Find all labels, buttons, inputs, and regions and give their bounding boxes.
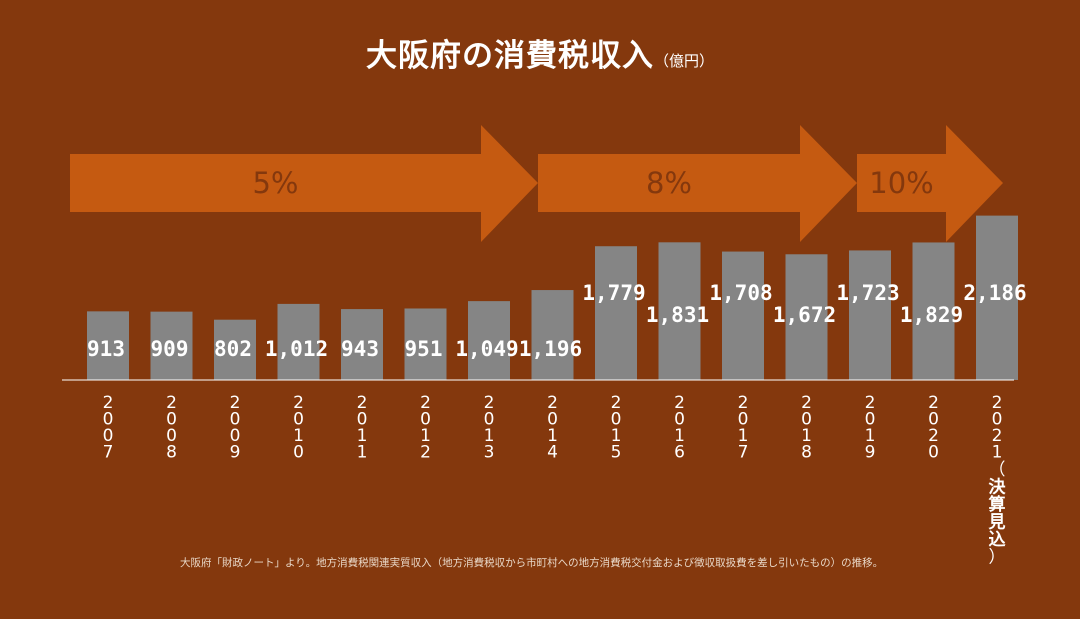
bar bbox=[214, 319, 256, 380]
value-label: 951 bbox=[405, 337, 443, 361]
value-label: 1,829 bbox=[900, 303, 963, 327]
value-label: 1,049 bbox=[455, 337, 518, 361]
x-axis-labels: 2 0 0 7 2 0 0 8 2 0 0 9 2 0 1 0 2 0 1 1 2 0 1 2 2 0 1 3 2 0 1 4 2 0 1 5 2 0 1 6… bbox=[103, 393, 1007, 568]
value-label: 909 bbox=[151, 337, 189, 361]
value-label: 943 bbox=[341, 337, 379, 361]
value-label: 2,186 bbox=[963, 281, 1026, 305]
bar bbox=[341, 309, 383, 380]
chart-unit-text: （億円） bbox=[653, 52, 714, 70]
value-label: 1,708 bbox=[709, 281, 772, 305]
value-label: 1,779 bbox=[582, 281, 645, 305]
bar bbox=[404, 308, 447, 380]
source-note: 大阪府「財政ノート」より。地方消費税関連実質収入（地方消費税収から市町村への地方… bbox=[180, 557, 884, 569]
value-label: 913 bbox=[87, 337, 125, 361]
bar bbox=[785, 254, 828, 380]
value-label: 1,831 bbox=[646, 303, 709, 327]
chart-title-text: 大阪府の消費税収入 bbox=[365, 38, 654, 74]
bar bbox=[849, 250, 891, 380]
bars bbox=[87, 215, 1018, 380]
chart-title: 大阪府の消費税収入（億円） bbox=[0, 30, 1080, 75]
bar bbox=[468, 301, 510, 380]
value-labels: 913 909 802 1,012 943 951 1,049 1,196 1,7791,831… bbox=[87, 281, 1027, 361]
tax-rate-arrow bbox=[70, 125, 538, 242]
bar bbox=[277, 303, 320, 380]
bar bbox=[722, 251, 764, 380]
value-label: 1,723 bbox=[836, 281, 899, 305]
tax-rate-label: 8% bbox=[646, 166, 692, 200]
x-tick-note: （決算見込） bbox=[988, 460, 1007, 568]
tax-rate-arrows: 5% 8% 10% bbox=[70, 125, 1003, 242]
bar bbox=[87, 311, 129, 380]
tax-rate-label: 10% bbox=[869, 166, 933, 200]
value-label: 1,672 bbox=[773, 303, 836, 327]
value-label: 1,196 bbox=[519, 337, 582, 361]
value-label: 802 bbox=[214, 337, 252, 361]
bar bbox=[976, 215, 1018, 380]
bar bbox=[531, 290, 574, 380]
tax-rate-arrow bbox=[538, 125, 857, 242]
tax-rate-arrow bbox=[857, 125, 1003, 242]
bar bbox=[595, 246, 637, 380]
bar bbox=[912, 242, 955, 380]
bar bbox=[150, 311, 193, 380]
value-label: 1,012 bbox=[265, 337, 328, 361]
bar bbox=[658, 242, 701, 380]
tax-rate-label: 5% bbox=[252, 166, 298, 200]
